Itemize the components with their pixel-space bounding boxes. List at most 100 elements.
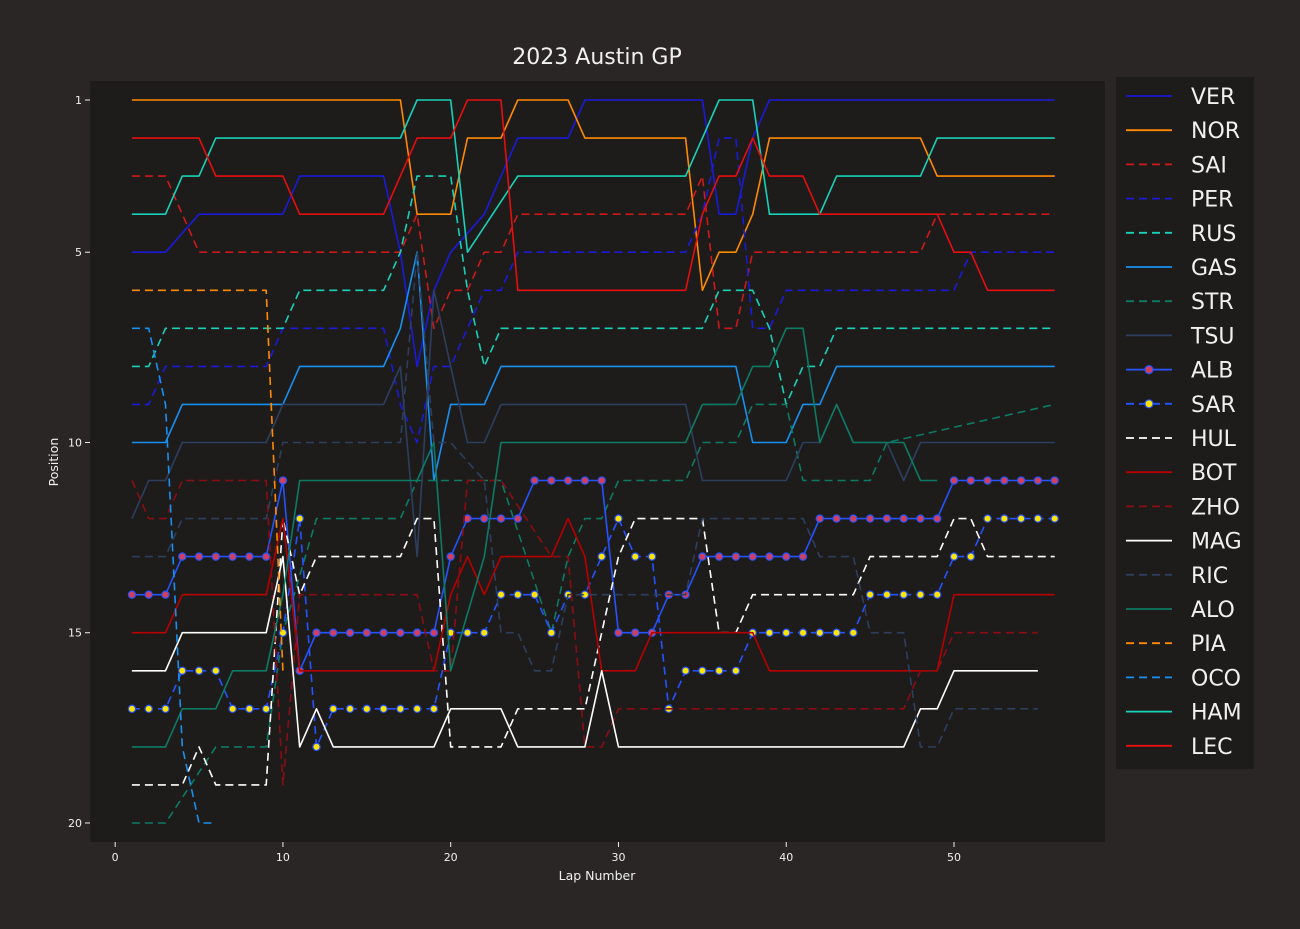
series-sar: [127, 514, 1059, 752]
legend-item-str: STR: [1126, 290, 1234, 315]
series-point-alb: [580, 476, 590, 485]
series-point-sar: [228, 704, 237, 714]
series-point-alb: [547, 476, 556, 485]
y-tick-label: 20: [68, 817, 82, 830]
series-per: [131, 137, 1055, 444]
series-line-alo: [131, 327, 938, 748]
series-point-alb: [949, 476, 959, 485]
series-point-alb: [396, 628, 405, 637]
legend-item-per: PER: [1126, 188, 1233, 213]
series-point-alb: [698, 552, 707, 561]
series-point-sar: [681, 666, 690, 675]
series-point-sar: [731, 666, 741, 675]
series-line-sai: [131, 175, 1055, 330]
series-point-sar: [362, 704, 372, 714]
series-point-alb: [899, 514, 908, 523]
series-layer: [127, 99, 1059, 824]
series-point-alb: [480, 514, 489, 523]
y-tick-label: 5: [75, 246, 82, 259]
series-point-alb: [412, 628, 422, 637]
series-line-bot: [131, 517, 1055, 672]
plot-area: [90, 81, 1105, 842]
legend-label: HUL: [1191, 427, 1237, 452]
series-nor: [131, 99, 1055, 292]
legend-item-ric: RIC: [1126, 564, 1228, 589]
series-point-sar: [144, 704, 153, 714]
legend-label: RIC: [1191, 564, 1228, 589]
series-point-alb: [144, 590, 153, 599]
legend-marker: [1144, 399, 1154, 409]
legend-item-pia: PIA: [1126, 632, 1226, 657]
legend-label: TSU: [1190, 324, 1235, 349]
series-point-alb: [798, 552, 808, 561]
series-point-alb: [261, 552, 271, 561]
legend-item-rus: RUS: [1126, 222, 1236, 247]
series-line-ham: [131, 99, 1055, 253]
series-point-sar: [916, 590, 925, 599]
series-line-pia: [131, 289, 284, 671]
legend-item-tsu: TSU: [1126, 324, 1235, 349]
series-point-sar: [647, 552, 657, 561]
series-point-alb: [1050, 476, 1059, 485]
series-mag: [131, 555, 1038, 748]
series-point-sar: [865, 590, 875, 599]
series-point-sar: [412, 704, 422, 714]
series-lec: [131, 99, 1055, 292]
series-point-alb: [865, 514, 875, 523]
series-point-sar: [597, 552, 606, 561]
series-point-alb: [362, 628, 372, 637]
series-point-alb: [1000, 476, 1009, 485]
series-point-alb: [631, 628, 640, 637]
series-line-oco: [131, 327, 216, 824]
series-point-sar: [345, 704, 355, 714]
series-point-alb: [496, 514, 506, 523]
series-hul: [131, 517, 1055, 786]
series-point-alb: [429, 628, 439, 637]
series-point-sar: [983, 514, 992, 523]
series-point-sar: [211, 666, 221, 675]
series-point-alb: [513, 514, 523, 523]
series-point-sar: [782, 628, 791, 637]
series-point-sar: [614, 514, 623, 523]
series-point-sar: [178, 666, 187, 675]
series-line-sar: [131, 517, 1055, 748]
legend-label: GAS: [1191, 256, 1237, 281]
legend-marker: [1144, 365, 1154, 375]
series-point-sar: [480, 628, 489, 637]
chart-title: 2023 Austin GP: [512, 45, 681, 70]
series-point-alb: [379, 628, 388, 637]
legend-label: NOR: [1191, 119, 1240, 144]
legend-label: SAR: [1191, 393, 1236, 418]
series-point-sar: [1000, 514, 1009, 523]
x-tick-label: 30: [611, 851, 625, 864]
series-point-alb: [194, 552, 204, 561]
series-point-alb: [731, 552, 741, 561]
series-point-alb: [832, 514, 841, 523]
series-point-alb: [563, 476, 573, 485]
x-tick-label: 40: [779, 851, 793, 864]
x-tick-label: 50: [947, 851, 961, 864]
series-point-sar: [245, 704, 254, 714]
series-point-alb: [530, 476, 539, 485]
x-tick-label: 20: [444, 851, 458, 864]
series-point-alb: [178, 552, 187, 561]
series-oco: [131, 327, 216, 824]
legend-item-oco: OCO: [1126, 666, 1241, 691]
series-line-per: [131, 137, 1055, 444]
series-point-sar: [329, 704, 338, 714]
legend-background: [1116, 77, 1254, 769]
series-point-alb: [782, 552, 791, 561]
series-point-sar: [899, 590, 908, 599]
x-tick-label: 0: [112, 851, 119, 864]
series-point-alb: [933, 514, 942, 523]
series-point-alb: [966, 476, 975, 485]
series-point-sar: [815, 628, 824, 637]
series-point-sar: [396, 704, 405, 714]
series-point-sar: [463, 628, 472, 637]
series-point-alb: [312, 628, 321, 637]
series-point-sar: [379, 704, 388, 714]
series-point-sar: [530, 590, 539, 599]
series-sai: [131, 175, 1055, 330]
series-point-sar: [1016, 514, 1026, 523]
series-line-lec: [131, 99, 1055, 292]
